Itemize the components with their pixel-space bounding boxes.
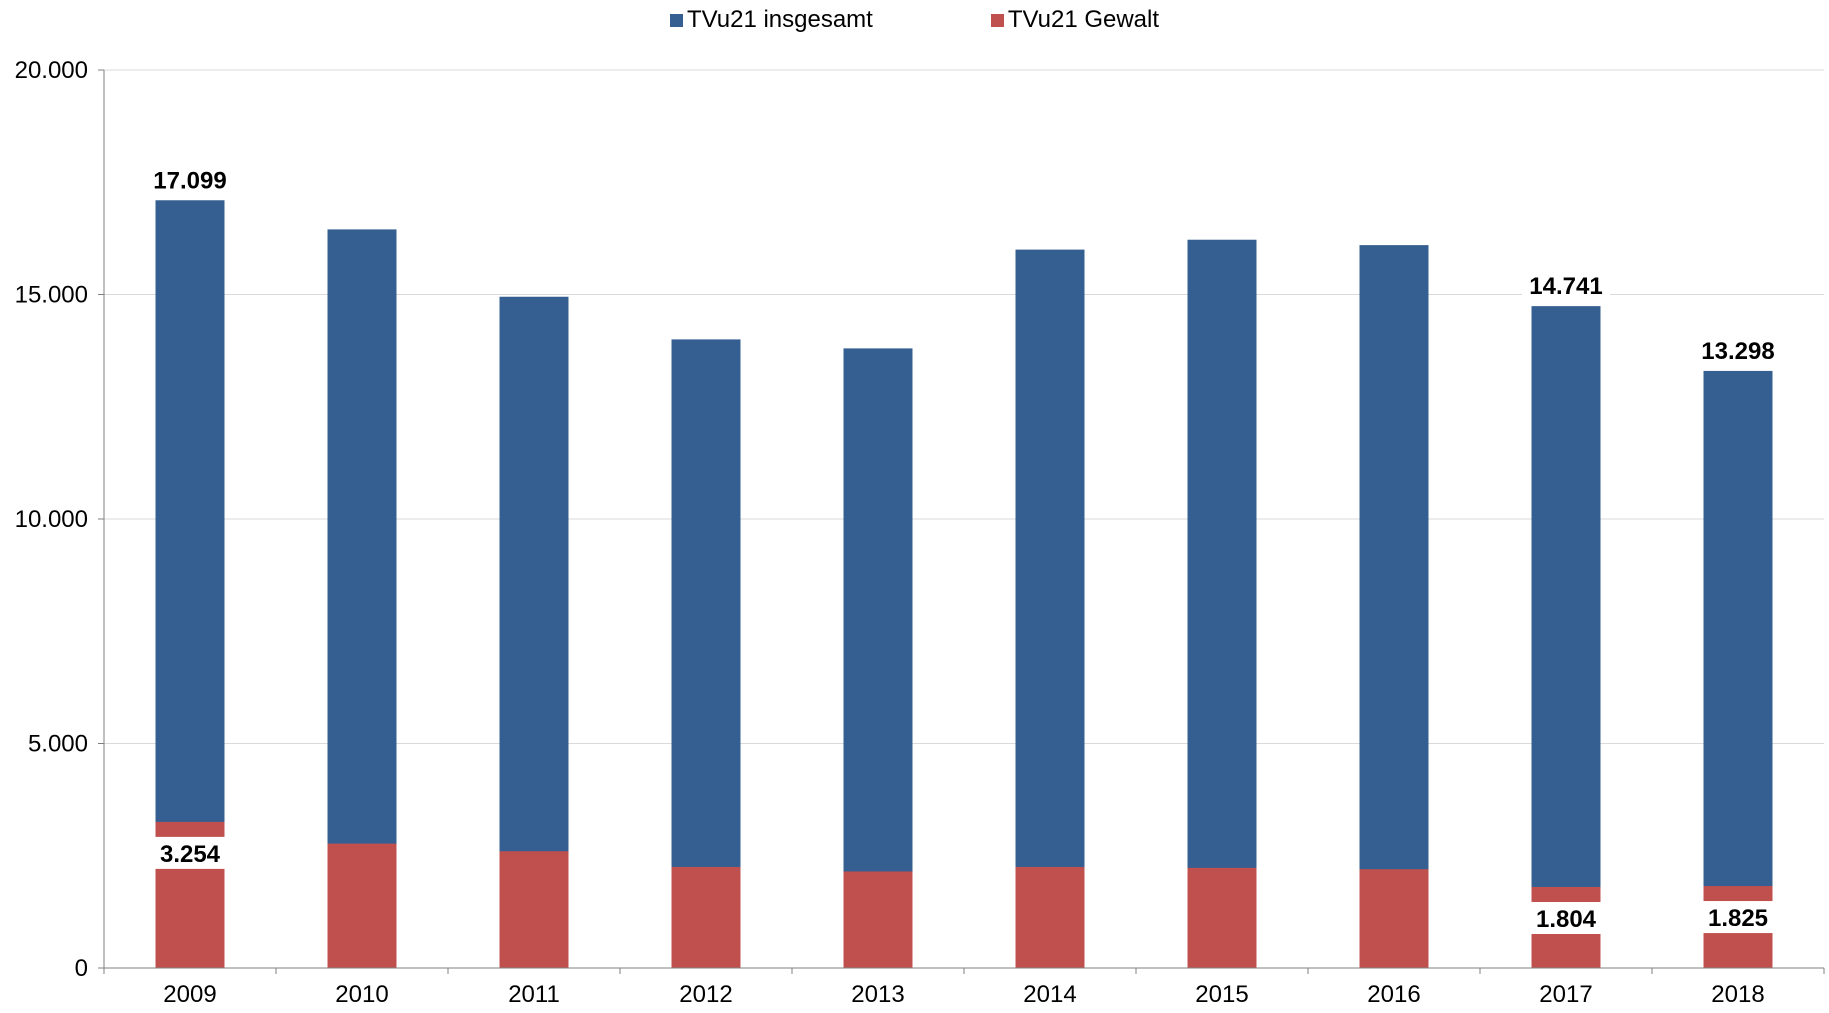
bar-insgesamt (1531, 306, 1601, 968)
y-tick-label: 5.000 (28, 731, 88, 758)
bar-insgesamt (671, 339, 741, 968)
bar-insgesamt (1703, 370, 1773, 968)
bar-insgesamt (1187, 239, 1257, 969)
data-label-box (1694, 333, 1782, 366)
y-tick-label: 15.000 (15, 282, 88, 309)
y-tick-label: 20.000 (15, 57, 88, 84)
data-label-box (146, 163, 234, 196)
bar-gewalt (671, 866, 741, 968)
x-tick-label: 2015 (1195, 981, 1248, 1008)
bar-gewalt (843, 871, 913, 968)
data-label-box (1700, 901, 1776, 934)
legend-swatch-gewalt (990, 13, 1004, 27)
bar-gewalt (1015, 866, 1085, 968)
bar-gewalt (1187, 867, 1257, 968)
x-tick-label: 2011 (508, 981, 560, 1008)
data-label-box (1522, 269, 1610, 302)
data-label: 13.298 (1701, 338, 1774, 365)
x-tick-label: 2013 (851, 981, 904, 1008)
data-label: 1.825 (1708, 905, 1768, 932)
x-tick-label: 2010 (335, 981, 388, 1008)
legend-label-gewalt: TVu21 Gewalt (1007, 6, 1160, 33)
bar-gewalt (499, 851, 569, 968)
legend-swatch-insgesamt (669, 13, 683, 27)
y-tick-label: 10.000 (15, 506, 88, 533)
y-tick-label: 0 (75, 955, 88, 982)
data-label-box (1528, 902, 1604, 935)
x-tick-label: 2009 (163, 981, 216, 1008)
data-label: 1.804 (1536, 906, 1597, 933)
bar-insgesamt (1359, 245, 1429, 969)
data-label: 17.099 (153, 167, 226, 194)
legend-label-insgesamt: TVu21 insgesamt (686, 6, 873, 33)
x-tick-label: 2018 (1711, 981, 1764, 1008)
legend: TVu21 insgesamt TVu21 Gewalt (0, 6, 1829, 34)
data-label: 3.254 (160, 841, 221, 868)
legend-item-gewalt: TVu21 Gewalt (990, 6, 1160, 34)
bar-insgesamt (843, 348, 913, 968)
x-tick-label: 2012 (679, 981, 732, 1008)
data-label: 14.741 (1529, 273, 1602, 300)
x-tick-label: 2016 (1367, 981, 1420, 1008)
x-tick-label: 2017 (1539, 981, 1592, 1008)
legend-item-insgesamt: TVu21 insgesamt (669, 6, 873, 34)
data-label-box (152, 836, 228, 869)
bar-gewalt (1359, 869, 1429, 968)
bar-insgesamt (1015, 249, 1085, 969)
x-tick-label: 2014 (1023, 981, 1076, 1008)
bar-gewalt (327, 843, 397, 968)
